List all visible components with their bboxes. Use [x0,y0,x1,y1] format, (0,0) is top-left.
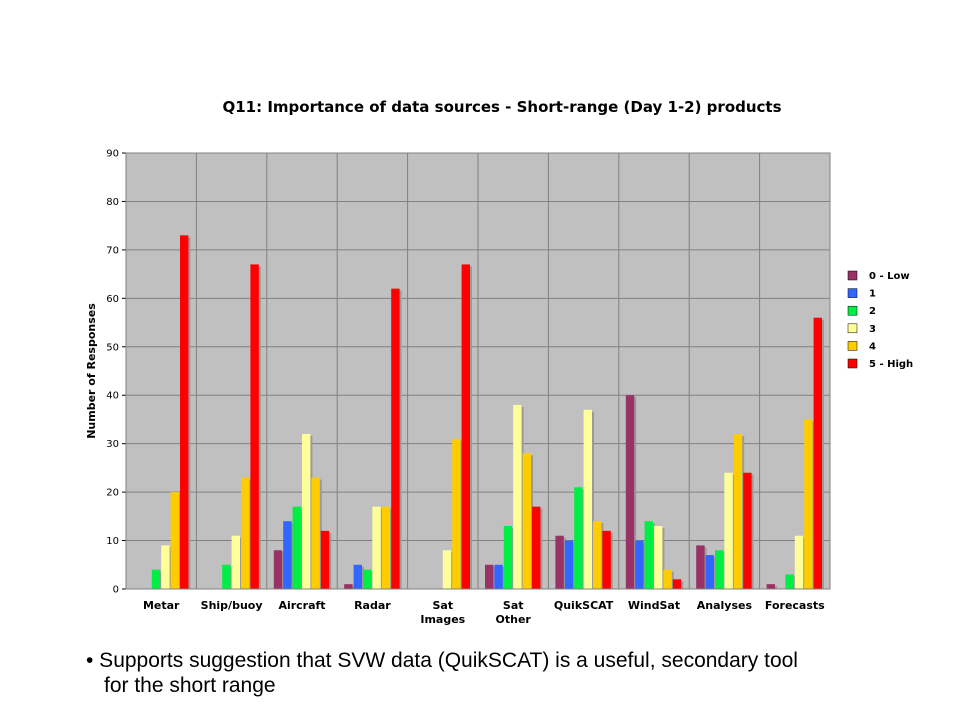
legend-swatch [847,358,858,369]
bar [696,545,705,589]
bar [151,569,161,589]
legend-swatch [847,270,858,281]
axes: 0 10 20 30 40 50 60 70 80 90 Metar Ship/buoy Aircraf… [106,149,831,626]
bar [161,545,170,589]
bar [222,564,231,589]
bar [231,535,240,589]
legend-label: 4 [869,341,876,352]
legend-label: 0 - Low [869,271,910,282]
legend-label: 2 [869,306,876,317]
x-tick-label: Radar [354,599,391,612]
y-tick-label: 20 [106,488,119,499]
bar [292,506,301,589]
bar [794,535,804,589]
y-tick-label: 80 [106,197,119,208]
legend-label: 1 [869,289,876,300]
bar [574,487,583,589]
chart: Q11: Importance of data sources - Short-… [85,98,913,626]
bar [461,264,470,589]
bar [593,521,602,589]
x-tick-label: Forecasts [765,599,825,612]
bar [513,404,522,589]
bar [372,506,381,589]
bar [381,506,391,589]
note-line-1: • Supports suggestion that SVW data (Qui… [86,649,798,672]
bar [311,477,320,589]
bar [532,506,541,589]
y-tick-label: 10 [106,536,119,547]
x-tick-label: Other [496,613,532,626]
bar [180,235,189,589]
bar [602,530,611,589]
bar [715,550,724,589]
x-tick-label: QuikSCAT [554,599,614,612]
x-tick-label: Sat [432,599,453,612]
bar [391,288,400,589]
bar [320,530,330,589]
bar [250,264,259,589]
bar [555,535,564,589]
bar [813,317,822,589]
bar [635,540,644,589]
bar [503,526,513,589]
bar [302,433,311,589]
legend-label: 5 - High [869,359,913,370]
y-tick-label: 50 [106,342,119,353]
bar [785,574,794,589]
bar [522,453,531,589]
bar [705,555,714,589]
legend-swatch [847,323,858,334]
note-text: • Supports suggestion that SVW data (Qui… [86,648,926,698]
bar [733,433,743,589]
note-line-2: for the short range [104,674,276,697]
bar [442,550,452,589]
legend-swatch [847,288,858,298]
bar [241,477,250,589]
bar [170,492,179,589]
y-tick-label: 90 [106,149,119,160]
legend: 0 - Low 1 2 3 4 5 - High [847,270,913,370]
legend-swatch [847,341,858,351]
chart-title: Q11: Importance of data sources - Short-… [222,98,781,116]
bars [151,235,824,589]
x-tick-label: Analyses [697,599,753,612]
x-tick-label: Sat [503,599,524,612]
bar [654,526,663,589]
bar [644,521,653,589]
bar [804,419,813,589]
y-tick-label: 40 [106,391,119,402]
x-tick-label: Aircraft [278,599,325,612]
bar [672,579,682,589]
bar [353,564,362,589]
plot-border [125,152,831,590]
y-tick-label: 60 [106,294,119,305]
bar [564,540,574,589]
legend-label: 3 [869,324,876,335]
bar [743,472,752,589]
bar [283,521,292,589]
bar [485,564,494,589]
x-tick-label: WindSat [628,599,680,612]
bar [344,584,353,589]
x-tick-label: Images [420,613,465,626]
bar [663,569,672,589]
bar [273,550,283,589]
legend-swatch [847,305,858,316]
y-tick-label: 70 [106,245,119,256]
bar [766,584,775,589]
x-tick-label: Metar [143,599,180,612]
y-tick-label: 30 [106,439,119,450]
bar [583,409,592,589]
bar [494,564,503,589]
bar [625,395,635,589]
bar [724,472,733,589]
y-axis-label: Number of Responses [85,303,98,439]
x-tick-label: Ship/buoy [201,599,263,612]
bar [363,569,372,589]
y-tick-label: 0 [113,585,119,596]
bar [452,438,461,589]
